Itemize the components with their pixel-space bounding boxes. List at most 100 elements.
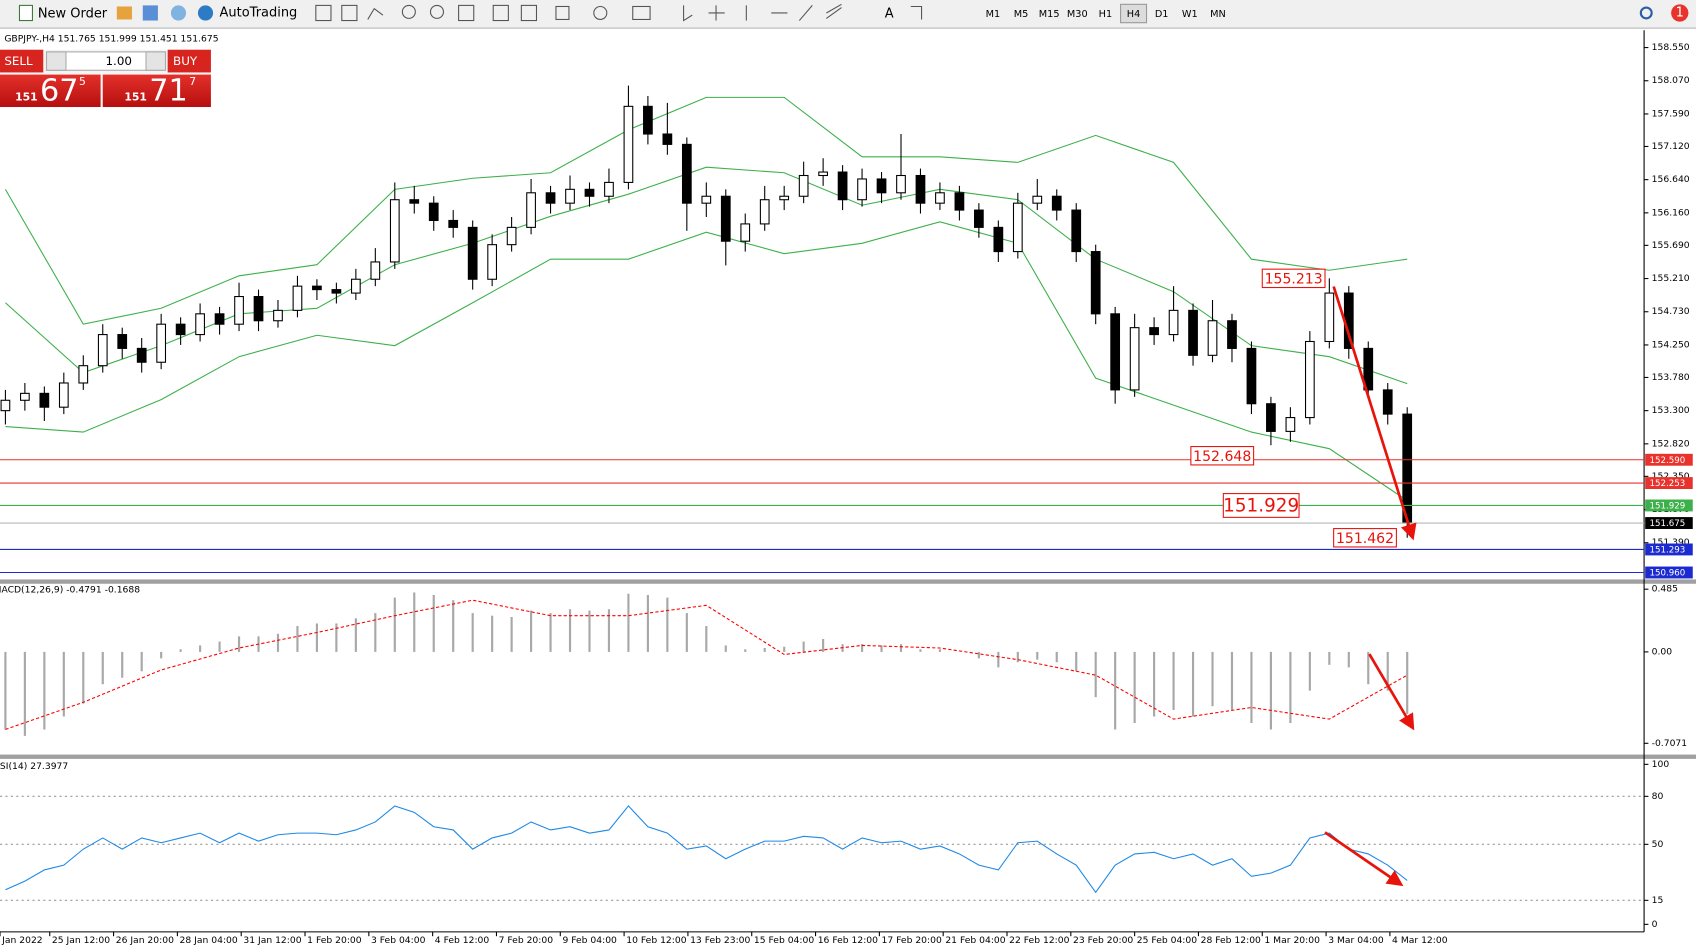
price-pane [0,30,1645,579]
timeframe-button[interactable]: H4 [1127,9,1141,20]
price-big-figure: 151 [15,90,38,103]
y-tick-label: 157.590 [1652,108,1690,119]
notification-count: 1 [1676,5,1684,20]
price-tag [1645,453,1693,466]
annotation-box [1333,528,1397,548]
sell-price-box[interactable] [0,74,101,108]
timeframe-button[interactable]: M1 [986,9,1001,20]
icon[interactable] [555,5,570,20]
x-tick-label: 16 Feb 12:00 [818,935,878,946]
icon[interactable] [826,3,842,19]
timeframe-button[interactable]: D1 [1155,9,1169,20]
candle-body [584,188,595,197]
timeframe-button[interactable]: M30 [1067,9,1088,20]
icon[interactable] [632,5,651,20]
x-tick-label: 31 Jan 12:00 [243,935,301,946]
buy-price-box[interactable] [102,74,211,108]
icon[interactable] [367,7,384,20]
price-tag-label: 151.293 [1649,545,1685,555]
price-fraction: 7 [189,75,196,88]
text-tool[interactable]: A [885,7,894,22]
buy-button[interactable] [167,49,211,73]
candle-body [370,261,381,280]
candle-body [214,313,225,325]
candle-body [720,195,731,242]
candle-body [837,171,848,201]
icon[interactable] [708,5,725,21]
x-tick-label: 21 Feb 04:00 [945,935,1005,946]
icon[interactable] [593,5,608,20]
icon[interactable] [170,5,187,21]
price-tag-label: 152.590 [1649,456,1685,466]
autotrading-button[interactable]: AutoTrading [197,5,297,21]
icon[interactable] [429,4,445,19]
x-tick-label: 26 Jan 20:00 [116,935,174,946]
timeframe-button[interactable]: M15 [1039,9,1060,20]
icon[interactable] [142,5,158,21]
candle-body [58,382,69,408]
y-tick-label: 50 [1652,839,1664,850]
x-tick-label: 1 Feb 20:00 [307,935,362,946]
icon [197,5,214,21]
candle-body [273,309,283,322]
lot-down[interactable] [45,51,67,71]
chart-title: GBPJPY-,H4 151.765 151.999 151.451 151.6… [4,33,218,44]
x-tick-label: 13 Feb 23:00 [690,935,750,946]
timeframe-button[interactable]: M5 [1014,9,1029,20]
candle-body [896,174,906,194]
icon[interactable] [520,4,538,22]
icon[interactable] [458,4,475,22]
candle-body [798,174,809,197]
candle-body [117,334,128,349]
y-tick-label: 155.690 [1652,240,1690,251]
candle-body [39,392,50,408]
search-icon[interactable] [1639,6,1653,20]
x-tick-label: 17 Feb 20:00 [882,935,942,946]
icon[interactable] [492,4,509,22]
new-order-button[interactable]: New Order [18,4,108,22]
annotation-label: 152.648 [1193,449,1251,465]
icon[interactable] [116,6,132,20]
candle-body [175,323,186,336]
icon [18,4,33,22]
icon[interactable] [910,5,923,20]
toolbar: New Order AutoTrading A M1 M5 M15 M30 H1 H [0,0,1696,29]
timeframe-button[interactable]: MN [1210,9,1226,20]
y-tick-label: 15 [1652,895,1664,906]
candle-body [915,174,926,204]
icon[interactable] [341,4,358,22]
y-tick-label: 0.485 [1652,584,1678,595]
icon[interactable] [401,4,416,19]
sell-label: SELL [4,54,33,68]
x-tick-label: 28 Feb 12:00 [1201,935,1261,946]
y-tick-label: 156.640 [1652,174,1690,185]
macd-title: MACD(12,26,9) -0.4791 -0.1688 [0,585,140,596]
candle-body [681,143,692,204]
candle-body [974,209,984,228]
icon[interactable] [683,5,693,22]
candle-body [234,295,244,325]
candle-body [1246,347,1257,405]
notification-badge[interactable] [1671,4,1689,22]
x-tick-label: 15 Feb 04:00 [754,935,814,946]
candle-body [876,178,887,194]
price-big-figure: 151 [124,90,147,103]
y-tick-label: 158.070 [1652,75,1690,86]
candle-body [20,392,30,401]
price-tag-label: 151.675 [1649,519,1685,529]
candle-body [1285,417,1296,432]
sell-button[interactable] [0,49,44,73]
candle-body [1207,320,1218,356]
y-tick-label: 80 [1652,791,1664,802]
icon[interactable] [315,4,332,22]
trend-arrow [1332,286,1417,541]
lot-up[interactable] [145,51,167,71]
candle-body [331,289,342,294]
timeframe-button[interactable]: H1 [1099,9,1113,20]
timeframe-button[interactable]: W1 [1182,9,1198,20]
y-tick-label: 154.250 [1652,339,1690,350]
icon[interactable] [798,5,813,21]
candle-body [1168,309,1179,336]
candle-body [312,285,322,291]
